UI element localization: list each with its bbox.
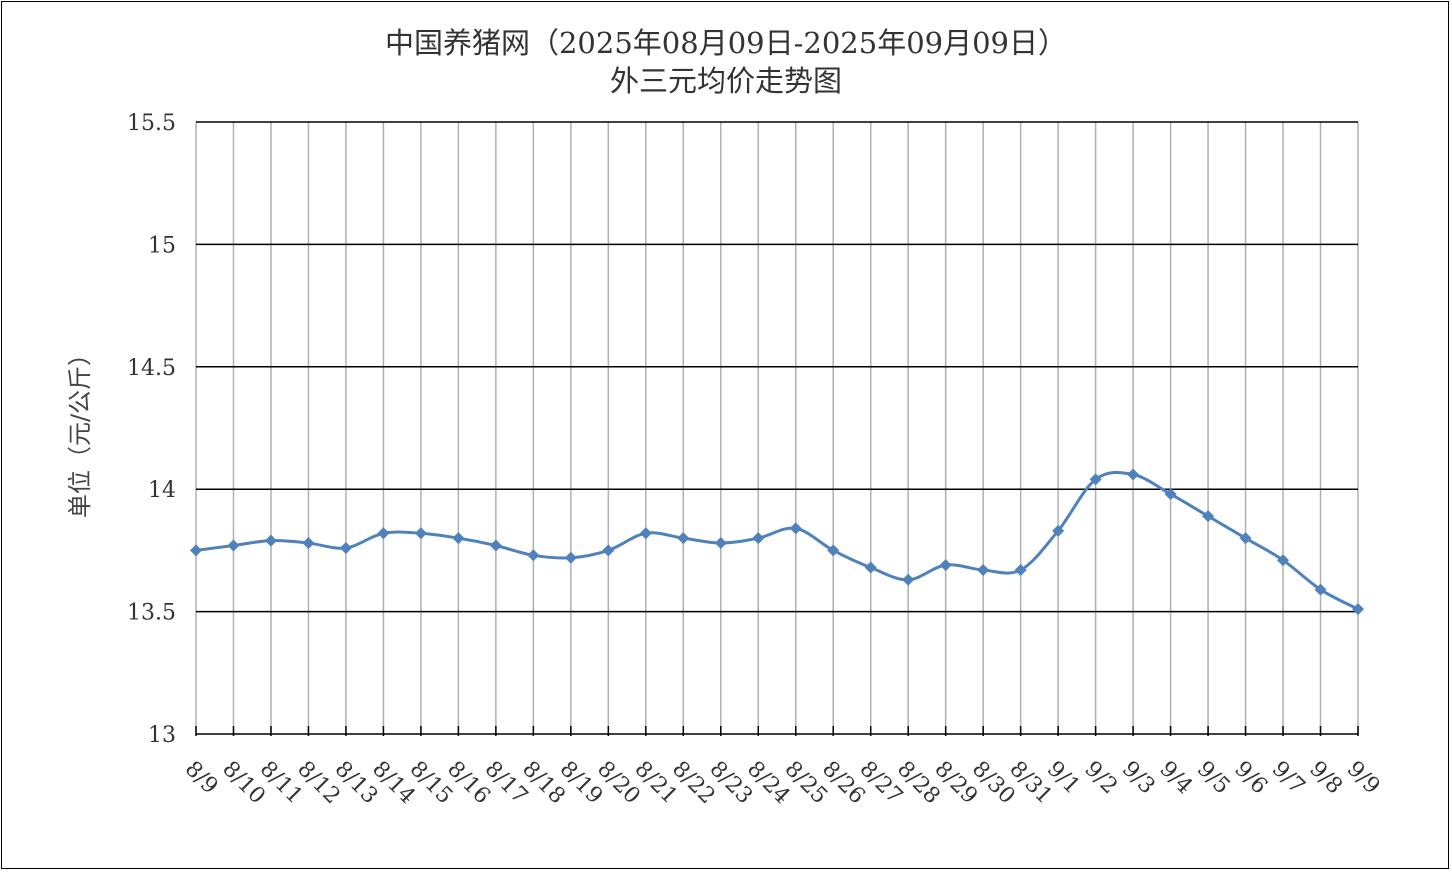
- data-point: [190, 544, 202, 557]
- data-point: [939, 559, 952, 572]
- series-markers: [190, 468, 1364, 616]
- x-tick-label: 8/10: [217, 757, 270, 810]
- data-point: [1014, 563, 1027, 576]
- data-point: [677, 532, 690, 545]
- y-tick-label: 13.5: [127, 601, 176, 626]
- data-point: [227, 539, 240, 552]
- chart-subtitle: 外三元均价走势图: [609, 64, 842, 98]
- data-point: [752, 532, 765, 545]
- data-point: [827, 544, 840, 557]
- data-point: [414, 527, 427, 540]
- data-point: [1239, 532, 1252, 545]
- data-point: [1352, 603, 1364, 616]
- data-point: [1314, 583, 1327, 596]
- y-tick-label: 14: [148, 478, 176, 503]
- x-tick-label: 9/8: [1304, 757, 1347, 800]
- data-point: [1052, 524, 1065, 537]
- x-tick-label: 8/9: [180, 757, 223, 800]
- x-tick-label: 9/6: [1229, 757, 1272, 800]
- x-tick-labels: 8/98/108/118/128/138/148/158/168/178/188…: [180, 757, 1385, 810]
- y-tick-label: 13: [148, 723, 176, 748]
- data-point: [564, 551, 577, 564]
- x-tick-label: 9/3: [1117, 757, 1160, 800]
- data-point: [527, 549, 540, 562]
- y-tick-labels: 13 13.5 14 14.5 15 15.5: [127, 111, 176, 748]
- x-tick-label: 9/5: [1192, 757, 1235, 800]
- data-point: [302, 537, 315, 550]
- data-point: [1089, 473, 1102, 486]
- y-tick-label: 15: [148, 233, 176, 258]
- y-tick-label: 14.5: [127, 356, 176, 381]
- data-point: [902, 573, 915, 586]
- data-point: [1277, 554, 1290, 567]
- data-point: [452, 532, 465, 545]
- x-tick-label: 9/4: [1154, 757, 1197, 800]
- data-point: [339, 541, 352, 554]
- data-point: [864, 561, 877, 574]
- gridlines: [195, 121, 1359, 736]
- data-point: [377, 527, 390, 540]
- data-point: [639, 527, 652, 540]
- data-point: [602, 544, 615, 557]
- y-axis-label: 单位（元/公斤）: [66, 342, 94, 518]
- data-point: [789, 522, 802, 535]
- series-line: [195, 471, 1359, 611]
- data-point: [1127, 468, 1140, 481]
- data-point: [1164, 488, 1177, 501]
- y-tick-label: 15.5: [127, 111, 176, 136]
- x-tick-label: 9/7: [1267, 757, 1310, 800]
- data-point: [977, 563, 990, 576]
- x-tick-label: 9/9: [1342, 757, 1385, 800]
- chart-title: 中国养猪网（2025年08月09日-2025年09月09日）: [384, 26, 1067, 60]
- data-point: [1202, 510, 1215, 523]
- data-point: [264, 534, 277, 547]
- x-tick-label: 9/2: [1079, 757, 1122, 800]
- data-point: [714, 537, 727, 550]
- data-point: [489, 539, 502, 552]
